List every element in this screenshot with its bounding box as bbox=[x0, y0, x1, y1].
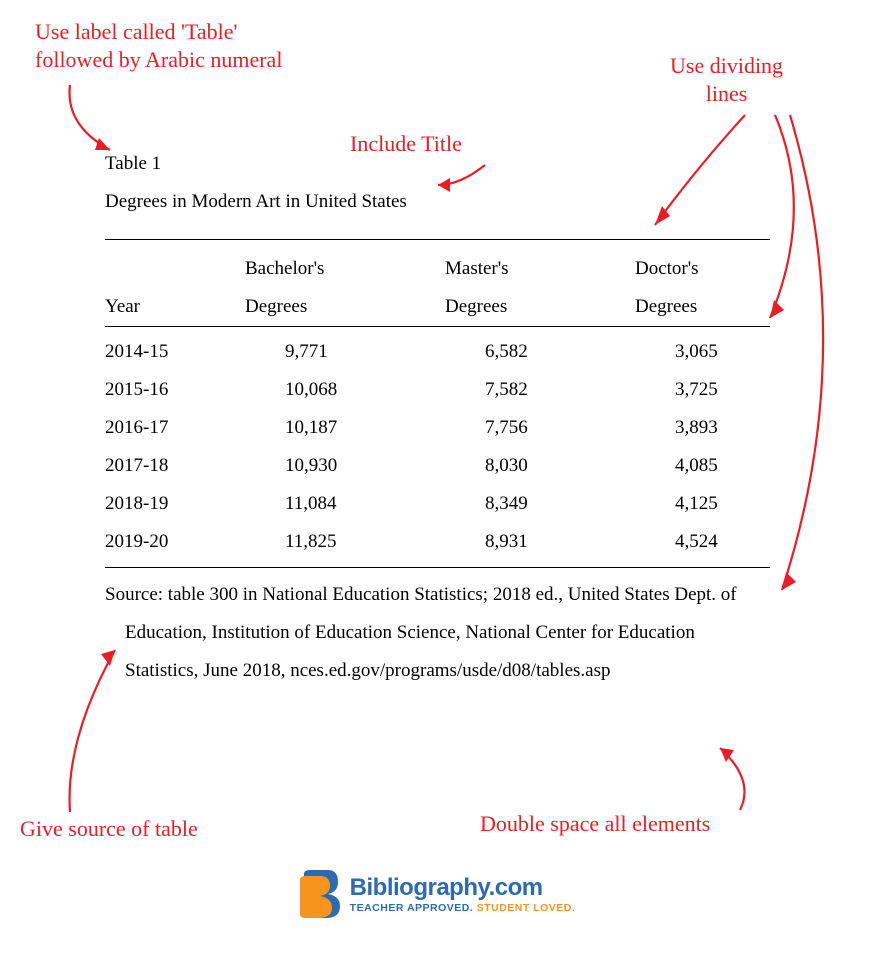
logo-tagline-2: STUDENT LOVED. bbox=[477, 902, 576, 914]
arrow-doublespace bbox=[700, 740, 780, 820]
table-cell: 11,084 bbox=[245, 485, 445, 523]
table-cell: 6,582 bbox=[445, 333, 635, 371]
table-cell: 7,582 bbox=[445, 371, 635, 409]
table-cell: 3,725 bbox=[635, 371, 770, 409]
col-header-text: Year bbox=[105, 296, 140, 317]
table-label: Table 1 bbox=[105, 145, 770, 183]
col-header-text: Degrees bbox=[245, 296, 307, 317]
table-cell: 8,030 bbox=[445, 447, 635, 485]
table-cell: 3,893 bbox=[635, 409, 770, 447]
rule-top bbox=[105, 239, 770, 240]
logo-name: Bibliography.com bbox=[350, 874, 576, 902]
table-cell: 9,771 bbox=[245, 333, 445, 371]
col-header-doctors: Doctor's Degrees bbox=[635, 250, 770, 326]
rule-bottom bbox=[105, 567, 770, 568]
table-row: 2014-159,7716,5823,065 bbox=[105, 333, 770, 371]
col-header-text: Doctor's bbox=[635, 258, 699, 279]
table-row: 2019-2011,8258,9314,524 bbox=[105, 523, 770, 561]
col-header-text: Degrees bbox=[445, 296, 507, 317]
logo-container: Bibliography.com TEACHER APPROVED. STUDE… bbox=[0, 870, 873, 923]
table-header-row: Year Bachelor's Degrees Master's Degrees… bbox=[105, 250, 770, 326]
table-cell: 4,524 bbox=[635, 523, 770, 561]
table-cell: 2018-19 bbox=[105, 485, 245, 523]
table-cell: 4,085 bbox=[635, 447, 770, 485]
table-cell: 10,930 bbox=[245, 447, 445, 485]
col-header-masters: Master's Degrees bbox=[445, 250, 635, 326]
table-title: Degrees in Modern Art in United States bbox=[105, 183, 770, 221]
col-header-bachelors: Bachelor's Degrees bbox=[245, 250, 445, 326]
table-cell: 11,825 bbox=[245, 523, 445, 561]
rule-mid bbox=[105, 326, 770, 327]
table-row: 2018-1911,0848,3494,125 bbox=[105, 485, 770, 523]
table-cell: 2014-15 bbox=[105, 333, 245, 371]
annotation-label: Use label called 'Table' followed by Ara… bbox=[35, 18, 282, 73]
arrow-dividing-3 bbox=[780, 110, 873, 600]
table-cell: 2016-17 bbox=[105, 409, 245, 447]
table-row: 2017-1810,9308,0304,085 bbox=[105, 447, 770, 485]
table-cell: 7,756 bbox=[445, 409, 635, 447]
table-source: Source: table 300 in National Education … bbox=[125, 576, 770, 690]
table-cell: 3,065 bbox=[635, 333, 770, 371]
col-header-text: Master's bbox=[445, 258, 509, 279]
table-row: 2016-1710,1877,7563,893 bbox=[105, 409, 770, 447]
col-header-year: Year bbox=[105, 250, 245, 326]
logo-icon bbox=[298, 870, 340, 918]
annotation-doublespace: Double space all elements bbox=[480, 810, 710, 838]
data-table: Year Bachelor's Degrees Master's Degrees… bbox=[105, 250, 770, 326]
table-cell: 8,349 bbox=[445, 485, 635, 523]
data-table-body: 2014-159,7716,5823,0652015-1610,0687,582… bbox=[105, 333, 770, 561]
table-cell: 10,068 bbox=[245, 371, 445, 409]
col-header-text: Bachelor's bbox=[245, 258, 324, 279]
table-cell: 10,187 bbox=[245, 409, 445, 447]
table-container: Table 1 Degrees in Modern Art in United … bbox=[105, 145, 770, 690]
annotation-dividing: Use dividing lines bbox=[670, 52, 783, 107]
logo-tagline: TEACHER APPROVED. STUDENT LOVED. bbox=[350, 902, 576, 914]
table-row: 2015-1610,0687,5823,725 bbox=[105, 371, 770, 409]
table-cell: 2019-20 bbox=[105, 523, 245, 561]
logo-tagline-1: TEACHER APPROVED. bbox=[350, 902, 477, 914]
table-cell: 2015-16 bbox=[105, 371, 245, 409]
col-header-text: Degrees bbox=[635, 296, 697, 317]
table-cell: 2017-18 bbox=[105, 447, 245, 485]
table-cell: 4,125 bbox=[635, 485, 770, 523]
table-cell: 8,931 bbox=[445, 523, 635, 561]
